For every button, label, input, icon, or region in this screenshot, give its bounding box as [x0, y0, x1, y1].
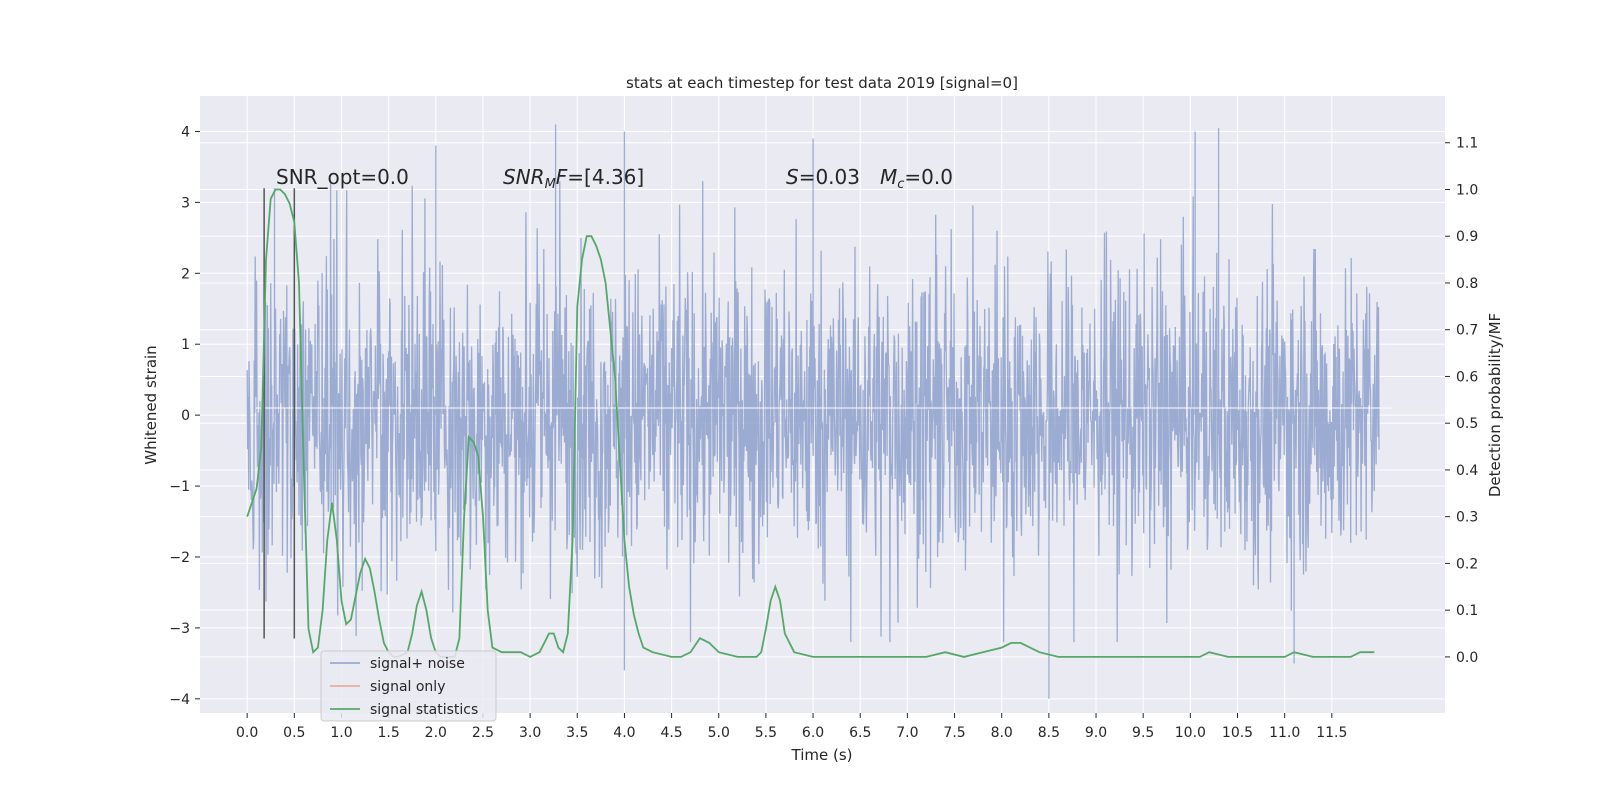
mc-value: =0.0: [904, 165, 953, 189]
x-tick-label: 6.0: [802, 725, 824, 741]
y2-tick-label: 0.9: [1456, 229, 1478, 245]
x-tick-label: 2.0: [425, 725, 447, 741]
y2-tick-label: 0.8: [1456, 276, 1478, 292]
stat-s-value: =0.03: [799, 165, 860, 189]
y-tick-label: −2: [169, 550, 190, 566]
x-tick-label: 0.5: [283, 725, 305, 741]
signal-statistics-line: [246, 188, 1375, 658]
y2-tick-label: 1.0: [1456, 182, 1478, 198]
y2-tick-label: 0.0: [1456, 650, 1478, 666]
y2-tick-label: 0.2: [1456, 556, 1478, 572]
snr-mf-suffix: F: [556, 165, 568, 189]
x-tick-label: 3.0: [519, 725, 541, 741]
x-tick-label: 10.5: [1222, 725, 1253, 741]
mc-sub: c: [897, 177, 904, 192]
x-tick-label: 6.5: [849, 725, 871, 741]
x-tick-label: 1.0: [330, 725, 352, 741]
y-tick-label: 0: [181, 408, 190, 424]
signal-plus-noise-line: [246, 124, 1380, 699]
legend-label-signal-statistics: signal statistics: [370, 702, 478, 718]
y2-axis-label: Detection probability/MF: [1486, 313, 1504, 497]
x-tick-label: 9.0: [1085, 725, 1107, 741]
mc-symbol: M: [880, 165, 897, 189]
legend-box: [320, 650, 497, 722]
x-tick-label: 0.0: [236, 725, 258, 741]
snr-mf-symbol: SNR: [503, 165, 545, 189]
y2-tick-label: 1.1: [1456, 136, 1478, 152]
y-tick-label: −4: [169, 692, 190, 708]
y2-tick-label: 0.4: [1456, 463, 1478, 479]
y2-tick-label: 0.6: [1456, 369, 1478, 385]
x-tick-label: 11.5: [1316, 725, 1347, 741]
y-tick-label: 3: [181, 195, 190, 211]
y2-tick-label: 0.3: [1456, 510, 1478, 526]
annotation-snr-opt: SNR_opt=0.0: [276, 165, 409, 189]
annotation-mc: Mc=0.0: [880, 165, 953, 192]
x-tick-label: 7.0: [896, 725, 918, 741]
x-tick-label: 4.5: [660, 725, 682, 741]
legend-label-signal-plus-noise: signal+ noise: [370, 656, 465, 672]
x-tick-label: 10.0: [1175, 725, 1206, 741]
x-tick-label: 1.5: [378, 725, 400, 741]
y-tick-label: −3: [169, 621, 190, 637]
x-tick-label: 5.5: [755, 725, 777, 741]
x-axis-label: Time (s): [791, 746, 853, 764]
y2-tick-label: 0.1: [1456, 603, 1478, 619]
stat-s-symbol: S: [786, 165, 799, 189]
y2-tick-label: 0.7: [1456, 323, 1478, 339]
x-tick-label: 3.5: [566, 725, 588, 741]
y-axis-label: Whitened strain: [142, 345, 160, 464]
x-tick-label: 5.0: [708, 725, 730, 741]
x-tick-label: 2.5: [472, 725, 494, 741]
x-tick-label: 8.0: [991, 725, 1013, 741]
x-tick-label: 11.0: [1269, 725, 1300, 741]
vertical-markers: [263, 188, 296, 639]
series-signal-statistics: [246, 188, 1375, 658]
x-tick-label: 8.5: [1038, 725, 1060, 741]
legend: signal+ noise signal only signal statist…: [320, 650, 497, 722]
annotation-stat-s: S=0.03: [786, 165, 860, 189]
x-tick-label: 7.5: [943, 725, 965, 741]
y-tick-label: −1: [169, 479, 190, 495]
ticks: 0.0 0.5 1.0 1.5 2.0 2.5 3.0 3.5 4.0 4.5 5.0 5.5 6.0 6…: [169, 124, 1478, 741]
y-tick-label: 2: [181, 266, 190, 282]
y-tick-label: 4: [181, 124, 190, 140]
y2-tick-label: 0.5: [1456, 416, 1478, 432]
x-tick-label: 9.5: [1132, 725, 1154, 741]
legend-label-signal-only: signal only: [370, 679, 445, 695]
x-tick-label: 4.0: [613, 725, 635, 741]
snr-mf-sub: M: [545, 177, 556, 192]
annotation-snr-mf: SNRMF=[4.36]: [503, 165, 644, 192]
snr-mf-value: =[4.36]: [567, 165, 644, 189]
series-signal-plus-noise: [246, 124, 1380, 699]
y-tick-label: 1: [181, 337, 190, 353]
chart-title: stats at each timestep for test data 201…: [626, 74, 1018, 92]
